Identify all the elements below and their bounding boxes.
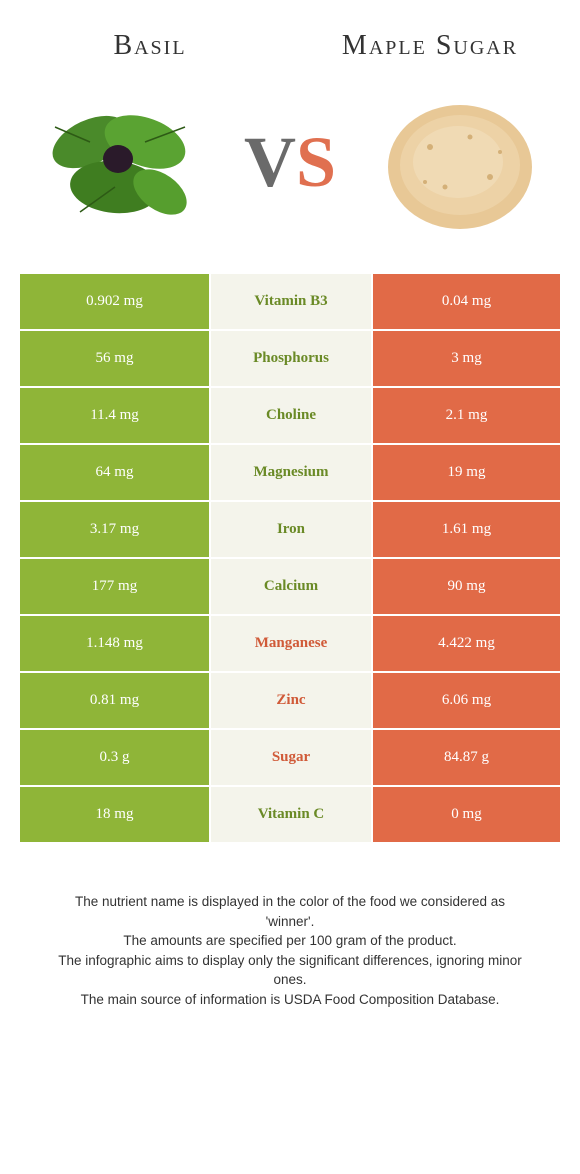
basil-icon [40,87,200,237]
left-food-title: Basil [50,30,250,62]
nutrient-name-cell: Sugar [209,730,371,785]
right-value-cell: 6.06 mg [371,673,560,728]
nutrient-name-cell: Manganese [209,616,371,671]
footnotes: The nutrient name is displayed in the co… [20,842,560,1009]
table-row: 3.17 mgIron1.61 mg [20,500,560,557]
footnote-line: The infographic aims to display only the… [50,951,530,990]
right-value-cell: 0 mg [371,787,560,842]
vs-v: V [244,122,296,202]
nutrient-name-cell: Magnesium [209,445,371,500]
basil-image [40,82,200,242]
footnote-line: The amounts are specified per 100 gram o… [50,931,530,951]
table-row: 0.3 gSugar84.87 g [20,728,560,785]
right-value-cell: 2.1 mg [371,388,560,443]
maple-sugar-image [380,82,540,242]
nutrient-name-cell: Choline [209,388,371,443]
left-value-cell: 18 mg [20,787,209,842]
table-row: 1.148 mgManganese4.422 mg [20,614,560,671]
right-value-cell: 4.422 mg [371,616,560,671]
left-value-cell: 11.4 mg [20,388,209,443]
left-value-cell: 0.3 g [20,730,209,785]
left-value-cell: 1.148 mg [20,616,209,671]
table-row: 64 mgMagnesium19 mg [20,443,560,500]
right-value-cell: 3 mg [371,331,560,386]
table-row: 18 mgVitamin C0 mg [20,785,560,842]
left-value-cell: 177 mg [20,559,209,614]
right-value-cell: 19 mg [371,445,560,500]
nutrient-name-cell: Vitamin B3 [209,274,371,329]
right-value-cell: 90 mg [371,559,560,614]
footnote-line: The nutrient name is displayed in the co… [50,892,530,931]
table-row: 0.902 mgVitamin B30.04 mg [20,272,560,329]
header-row: Basil Maple Sugar [20,20,560,82]
nutrient-name-cell: Calcium [209,559,371,614]
nutrient-name-cell: Vitamin C [209,787,371,842]
right-food-title: Maple Sugar [330,30,530,62]
footnote-line: The main source of information is USDA F… [50,990,530,1010]
nutrient-name-cell: Iron [209,502,371,557]
table-row: 56 mgPhosphorus3 mg [20,329,560,386]
right-value-cell: 0.04 mg [371,274,560,329]
left-value-cell: 0.81 mg [20,673,209,728]
maple-sugar-icon [380,87,540,237]
left-value-cell: 3.17 mg [20,502,209,557]
table-row: 177 mgCalcium90 mg [20,557,560,614]
table-row: 11.4 mgCholine2.1 mg [20,386,560,443]
left-value-cell: 0.902 mg [20,274,209,329]
images-row: VS [20,82,560,272]
vs-label: VS [244,121,336,204]
nutrient-table: 0.902 mgVitamin B30.04 mg56 mgPhosphorus… [20,272,560,842]
right-value-cell: 1.61 mg [371,502,560,557]
right-value-cell: 84.87 g [371,730,560,785]
nutrient-name-cell: Zinc [209,673,371,728]
vs-s: S [296,122,336,202]
left-value-cell: 56 mg [20,331,209,386]
table-row: 0.81 mgZinc6.06 mg [20,671,560,728]
left-value-cell: 64 mg [20,445,209,500]
nutrient-name-cell: Phosphorus [209,331,371,386]
